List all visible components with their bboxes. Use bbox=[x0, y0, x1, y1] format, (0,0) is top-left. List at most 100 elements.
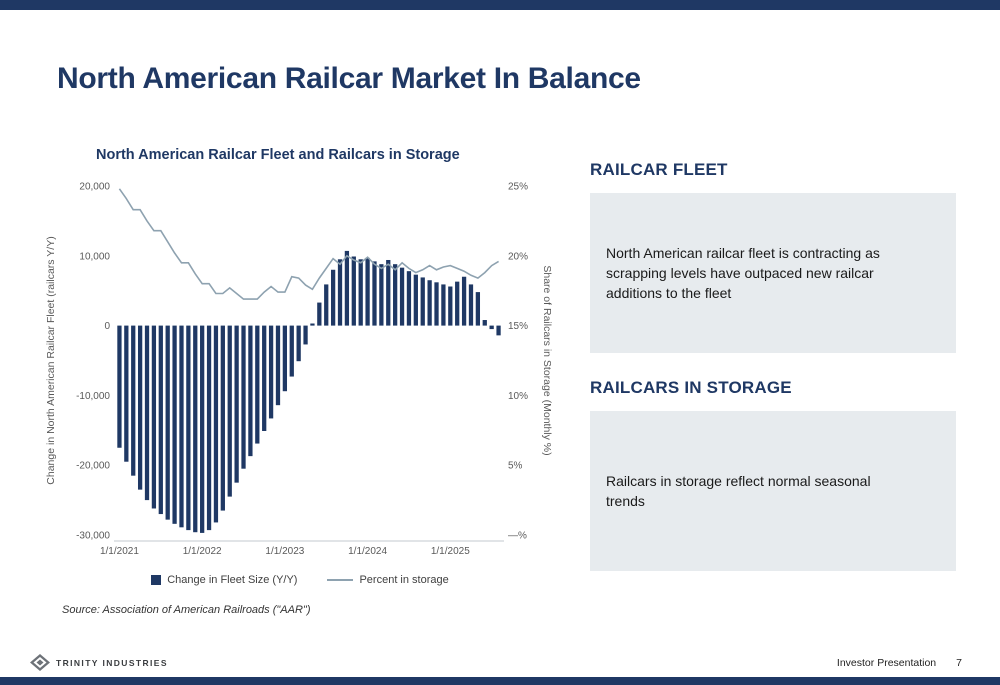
fleet-change-bar bbox=[351, 256, 356, 326]
fleet-change-bar bbox=[200, 325, 205, 533]
fleet-change-bar bbox=[448, 286, 453, 326]
fleet-change-bar bbox=[193, 325, 198, 533]
x-axis-tick: 1/1/2024 bbox=[348, 546, 387, 557]
right-axis-tick: 10% bbox=[508, 391, 528, 402]
storage-percent-line bbox=[118, 188, 500, 300]
right-panel: RAILCAR FLEET North American railcar fle… bbox=[590, 160, 956, 596]
x-axis-tick: 1/1/2022 bbox=[183, 546, 222, 557]
brand-name: TRINITY INDUSTRIES bbox=[56, 657, 168, 668]
chart-section: North American Railcar Fleet and Railcar… bbox=[40, 146, 564, 616]
fleet-change-bar bbox=[413, 274, 418, 326]
fleet-change-bar bbox=[310, 323, 315, 326]
footer-page-number: 7 bbox=[956, 656, 962, 669]
left-axis-tick: 20,000 bbox=[79, 182, 110, 193]
legend-label: Change in Fleet Size (Y/Y) bbox=[167, 574, 298, 586]
fleet-change-bar bbox=[289, 325, 294, 377]
top-accent-bar bbox=[0, 0, 1000, 10]
footer-right: Investor Presentation 7 bbox=[837, 657, 962, 669]
fleet-change-bar bbox=[227, 325, 232, 497]
left-axis-tick: -20,000 bbox=[76, 461, 110, 472]
fleet-change-bar bbox=[124, 325, 129, 462]
fleet-change-bar bbox=[206, 325, 212, 531]
source-note: Source: Association of American Railroad… bbox=[62, 604, 311, 616]
fleet-change-bar bbox=[455, 281, 460, 326]
left-axis-tick: -30,000 bbox=[76, 531, 110, 542]
left-axis-title: Change in North American Railcar Fleet (… bbox=[45, 236, 57, 484]
fleet-change-bar bbox=[441, 284, 446, 326]
fleet-change-bar bbox=[158, 325, 163, 515]
fleet-change-bar bbox=[468, 284, 474, 326]
trinity-logo-icon bbox=[30, 654, 50, 671]
footer: TRINITY INDUSTRIES Investor Presentation… bbox=[30, 654, 962, 671]
legend-label: Percent in storage bbox=[359, 574, 449, 586]
right-axis-tick: 20% bbox=[508, 251, 528, 262]
fleet-change-bar bbox=[365, 257, 370, 326]
right-axis-tick: 15% bbox=[508, 321, 528, 332]
fleet-change-bar bbox=[337, 259, 343, 326]
bottom-accent-bar bbox=[0, 677, 1000, 685]
fleet-change-bar bbox=[393, 264, 398, 326]
fleet-change-bar bbox=[482, 320, 487, 326]
fleet-change-bar bbox=[179, 325, 184, 528]
fleet-change-bar bbox=[220, 325, 225, 511]
fleet-change-bar bbox=[406, 271, 412, 326]
fleet-change-bar bbox=[303, 325, 308, 345]
fleet-change-bar bbox=[117, 325, 122, 448]
fleet-change-bar bbox=[268, 325, 274, 419]
fleet-change-bar bbox=[330, 269, 336, 326]
right-axis-title: Share of Railcars in Storage (Monthly %) bbox=[541, 265, 553, 455]
footer-presentation-label: Investor Presentation bbox=[836, 656, 937, 669]
left-axis-tick: 10,000 bbox=[79, 251, 110, 262]
section-heading-railcars-in-storage: RAILCARS IN STORAGE bbox=[590, 378, 792, 397]
page-title: North American Railcar Market In Balance bbox=[57, 62, 641, 95]
legend-item-percent-storage: Percent in storage bbox=[327, 574, 449, 586]
fleet-change-bar bbox=[496, 325, 501, 336]
fleet-change-bar bbox=[282, 325, 288, 392]
fleet-change-bar bbox=[344, 250, 350, 326]
left-axis-tick: 0 bbox=[104, 321, 110, 332]
legend-item-fleet-change: Change in Fleet Size (Y/Y) bbox=[151, 574, 297, 586]
x-axis-tick: 1/1/2025 bbox=[431, 546, 470, 557]
info-text-railcar-fleet: North American railcar fleet is contract… bbox=[606, 244, 880, 302]
fleet-change-bar bbox=[241, 325, 246, 469]
bar-swatch-icon bbox=[151, 575, 162, 585]
info-box-railcar-fleet: North American railcar fleet is contract… bbox=[590, 193, 956, 353]
fleet-change-bar bbox=[461, 276, 467, 326]
fleet-change-bar bbox=[372, 261, 377, 326]
fleet-change-bar bbox=[475, 292, 481, 326]
info-text-railcars-in-storage: Railcars in storage reflect normal seaso… bbox=[606, 472, 871, 509]
section-heading-railcar-fleet: RAILCAR FLEET bbox=[590, 160, 728, 179]
fleet-change-bar bbox=[186, 325, 191, 531]
x-axis-tick: 1/1/2021 bbox=[100, 546, 139, 557]
fleet-change-bar bbox=[420, 277, 425, 326]
fleet-change-bar bbox=[213, 325, 219, 523]
fleet-change-bar bbox=[248, 325, 253, 457]
fleet-change-bar bbox=[131, 325, 136, 476]
combo-chart: 20,000 10,000 0 -10,000 -20,000 -30,000 25% 20%… bbox=[45, 182, 553, 558]
line-swatch-icon bbox=[327, 579, 354, 581]
fleet-change-bar bbox=[234, 325, 239, 483]
fleet-change-bar bbox=[144, 325, 150, 501]
fleet-change-bar bbox=[427, 280, 432, 326]
fleet-change-bar bbox=[262, 325, 267, 431]
right-axis-tick: —% bbox=[508, 531, 527, 542]
fleet-change-bar bbox=[324, 284, 329, 326]
brand: TRINITY INDUSTRIES bbox=[30, 654, 168, 671]
fleet-change-bar bbox=[434, 282, 439, 326]
left-axis-tick: -10,000 bbox=[76, 391, 110, 402]
fleet-change-bar bbox=[151, 325, 157, 509]
fleet-change-bar bbox=[137, 325, 143, 490]
chart-legend: Change in Fleet Size (Y/Y) Percent in st… bbox=[100, 574, 500, 586]
x-axis-tick: 1/1/2023 bbox=[265, 546, 304, 557]
chart-title: North American Railcar Fleet and Railcar… bbox=[96, 147, 460, 163]
fleet-change-bar bbox=[358, 259, 363, 326]
right-axis-tick: 5% bbox=[508, 461, 523, 472]
fleet-change-bar bbox=[399, 267, 405, 326]
fleet-change-bar bbox=[296, 325, 301, 362]
fleet-change-bar bbox=[386, 259, 391, 326]
fleet-change-bar bbox=[165, 325, 170, 520]
right-axis-tick: 25% bbox=[508, 182, 528, 193]
fleet-change-bar bbox=[317, 302, 322, 326]
fleet-change-bar bbox=[489, 325, 494, 330]
